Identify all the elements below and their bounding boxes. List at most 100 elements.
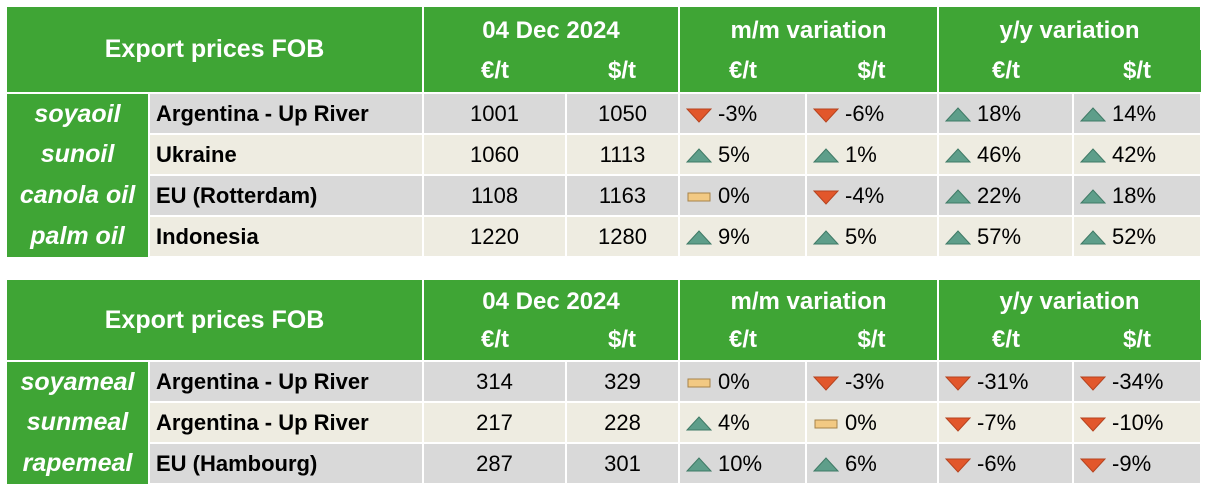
unit-header: €/t xyxy=(422,320,566,362)
group-header: m/m variation xyxy=(678,5,940,50)
origin: Argentina - Up River xyxy=(148,360,424,403)
variation-value: -10% xyxy=(1112,409,1164,435)
trend-icon xyxy=(1079,106,1107,122)
origin: Argentina - Up River xyxy=(148,401,424,444)
unit-header: €/t xyxy=(937,320,1074,362)
variation: 4% xyxy=(678,401,808,444)
variation-value: -9% xyxy=(1112,450,1152,476)
variation: 14% xyxy=(1072,92,1203,135)
variation: -4% xyxy=(805,174,940,217)
variation: 46% xyxy=(937,133,1075,176)
variation-value: 5% xyxy=(718,141,750,167)
trend-icon xyxy=(812,147,840,163)
data-row: sunoil Ukraine 1060 1113 5% 1% 46% 42% xyxy=(5,133,1203,176)
group-header: 04 Dec 2024 xyxy=(421,5,681,50)
product: soyameal xyxy=(5,361,150,402)
price: 301 xyxy=(564,442,681,485)
unit-header: $/t xyxy=(806,50,939,94)
price: 228 xyxy=(564,401,681,444)
group-header: y/y variation xyxy=(937,278,1203,320)
origin: Ukraine xyxy=(148,133,424,176)
variation: 0% xyxy=(805,401,940,444)
variation: 1% xyxy=(805,133,940,176)
variation: -9% xyxy=(1072,442,1203,485)
trend-icon xyxy=(687,192,711,202)
product: sunoil xyxy=(5,134,150,175)
variation-value: 6% xyxy=(845,450,877,476)
variation-value: 52% xyxy=(1112,223,1157,249)
product: soyaoil xyxy=(5,93,150,134)
variation: 0% xyxy=(678,174,808,217)
group-header: y/y variation xyxy=(937,5,1203,50)
price-table: Export prices FOB 04 Dec 2024 m/m variatio… xyxy=(5,5,1203,258)
trend-icon xyxy=(812,229,840,245)
trend-icon xyxy=(1079,229,1107,245)
variation-value: 0% xyxy=(845,409,877,435)
price: 1001 xyxy=(422,92,567,135)
variation-value: 57% xyxy=(977,223,1022,249)
trend-icon xyxy=(1079,188,1107,204)
variation: 10% xyxy=(678,442,808,485)
variation-value: -4% xyxy=(845,182,885,208)
data-row: soyaoil Argentina - Up River 1001 1050 -3% -6… xyxy=(5,92,1203,135)
trend-icon xyxy=(814,419,838,429)
variation: -6% xyxy=(805,92,940,135)
variation: 6% xyxy=(805,442,940,485)
trend-icon xyxy=(944,147,972,163)
price: 287 xyxy=(422,442,567,485)
group-header: m/m variation xyxy=(678,278,940,320)
origin: Argentina - Up River xyxy=(148,92,424,135)
data-row: rapemeal EU (Hambourg) 287 301 10% 6% -6% -9% xyxy=(5,442,1203,485)
variation-value: -31% xyxy=(977,368,1029,394)
header-row: €/t $/t €/t $/t €/t $/t xyxy=(6,50,1202,94)
price: 1108 xyxy=(422,174,567,217)
trend-icon xyxy=(944,188,972,204)
variation-value: 18% xyxy=(1112,182,1157,208)
product: palm oil xyxy=(5,216,150,257)
variation: 22% xyxy=(937,174,1075,217)
price: 1050 xyxy=(564,92,681,135)
variation-value: 14% xyxy=(1112,100,1157,126)
unit-header: €/t xyxy=(422,50,566,94)
variation: -31% xyxy=(937,360,1075,403)
price: 1280 xyxy=(564,215,681,258)
variation-value: 0% xyxy=(718,182,750,208)
price: 1163 xyxy=(564,174,681,217)
trend-icon xyxy=(944,229,972,245)
unit-header: €/t xyxy=(937,50,1074,94)
table-title: Export prices FOB xyxy=(5,278,424,362)
variation: -7% xyxy=(937,401,1075,444)
trend-icon xyxy=(685,229,713,245)
unit-header: €/t xyxy=(678,320,807,362)
variation-value: -6% xyxy=(977,450,1017,476)
variation-value: 9% xyxy=(718,223,750,249)
header-row: €/t $/t €/t $/t €/t $/t xyxy=(6,320,1202,362)
variation: 9% xyxy=(678,215,808,258)
variation-value: -3% xyxy=(718,100,758,126)
price-table: Export prices FOB 04 Dec 2024 m/m variatio… xyxy=(5,278,1203,485)
variation-value: 0% xyxy=(718,368,750,394)
variation-value: 5% xyxy=(845,223,877,249)
trend-icon xyxy=(944,376,972,391)
variation: -3% xyxy=(678,92,808,135)
trend-icon xyxy=(685,415,713,431)
price: 217 xyxy=(422,401,567,444)
variation: 57% xyxy=(937,215,1075,258)
trend-icon xyxy=(685,108,713,123)
variation: -6% xyxy=(937,442,1075,485)
origin: Indonesia xyxy=(148,215,424,258)
data-row: sunmeal Argentina - Up River 217 228 4% 0% -7%… xyxy=(5,401,1203,444)
variation: 18% xyxy=(1072,174,1203,217)
data-row: soyameal Argentina - Up River 314 329 0% -3% -… xyxy=(5,360,1203,403)
data-row: palm oil Indonesia 1220 1280 9% 5% 57% 52% xyxy=(5,215,1203,258)
unit-header: $/t xyxy=(566,320,680,362)
data-row: canola oil EU (Rotterdam) 1108 1163 0% -4% 22%… xyxy=(5,174,1203,217)
price: 1220 xyxy=(422,215,567,258)
group-header: 04 Dec 2024 xyxy=(421,278,681,320)
variation-value: -3% xyxy=(845,368,885,394)
trend-icon xyxy=(685,456,713,472)
variation: 18% xyxy=(937,92,1075,135)
trend-icon xyxy=(1079,458,1107,473)
product: sunmeal xyxy=(5,402,150,443)
